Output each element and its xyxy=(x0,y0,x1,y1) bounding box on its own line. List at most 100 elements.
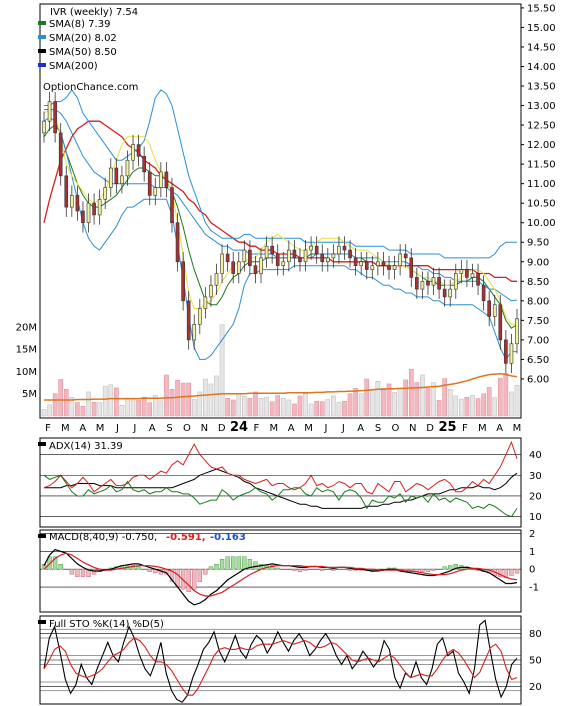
volume-bar xyxy=(175,380,180,417)
x-axis-label: M xyxy=(96,423,105,434)
volume-bar xyxy=(297,395,303,417)
x-axis-label: S xyxy=(375,423,381,434)
volume-bar xyxy=(247,397,253,417)
candle-body xyxy=(253,265,258,274)
candle-body xyxy=(75,195,80,212)
volume-bar xyxy=(325,399,331,417)
candle-body xyxy=(64,175,69,208)
stochastic-d-line xyxy=(43,637,518,696)
x-axis-label: M xyxy=(61,423,70,434)
candle-body xyxy=(498,304,503,341)
macd-histogram-bar xyxy=(91,568,97,575)
candle-body xyxy=(136,144,141,157)
candle-body xyxy=(281,261,286,266)
minus-di-line xyxy=(43,474,518,518)
stochastic-panel-tick-label: 20 xyxy=(529,682,542,693)
candle-body xyxy=(403,253,408,259)
candle-body xyxy=(376,261,380,266)
price-tick-label: 15.50 xyxy=(527,3,556,14)
x-axis-label: M xyxy=(478,423,487,434)
candle-body xyxy=(125,159,130,177)
volume-bar xyxy=(308,403,314,417)
candle-body xyxy=(209,284,213,298)
candle-body xyxy=(264,245,269,259)
candle-body xyxy=(431,277,436,286)
volume-bar xyxy=(225,397,230,417)
candle-body xyxy=(236,261,241,274)
volume-bar xyxy=(86,391,91,417)
volume-bar xyxy=(52,393,58,417)
x-axis-label: A xyxy=(149,423,156,434)
volume-bar xyxy=(58,379,64,417)
macd-histogram-bar xyxy=(231,556,236,570)
candle-body xyxy=(409,257,414,278)
volume-bar xyxy=(453,395,459,417)
volume-bar xyxy=(514,385,520,417)
adx-panel: 40 30 20 10 ADX(14) 31.39 xyxy=(38,440,542,523)
volume-bar xyxy=(130,399,136,417)
candle-body xyxy=(426,281,430,286)
macd-histogram-bar xyxy=(503,568,509,579)
candles xyxy=(42,91,519,374)
volume-bar xyxy=(408,368,414,417)
candle-body xyxy=(337,245,341,255)
candle-body xyxy=(287,249,291,263)
macd-histogram-bar xyxy=(320,568,325,571)
stochastic-swatch xyxy=(38,620,46,624)
plus-di-line xyxy=(43,440,518,495)
macd-histogram-bar xyxy=(431,568,436,571)
volume-bar xyxy=(280,397,286,417)
candle-body xyxy=(420,281,425,290)
candle-body xyxy=(70,195,74,208)
volume-ma-line xyxy=(44,372,518,401)
volume-bar xyxy=(114,387,119,417)
price-tick-label: 8.00 xyxy=(527,296,549,307)
candle-body xyxy=(398,253,402,266)
candle-body xyxy=(515,318,519,345)
candle-body xyxy=(437,277,441,290)
bollinger-lower-line xyxy=(43,116,517,361)
candle-body xyxy=(47,101,52,122)
price-panel-frame xyxy=(39,3,522,419)
macd-histogram-bar xyxy=(514,568,520,574)
candle-body xyxy=(387,265,391,270)
candle-body xyxy=(186,300,191,341)
volume-bar xyxy=(331,395,336,417)
candle-body xyxy=(259,257,263,274)
macd-histogram-bar xyxy=(208,566,214,570)
candle-body xyxy=(231,261,236,274)
volume-bar xyxy=(136,400,141,417)
candle-body xyxy=(192,323,197,341)
macd-histogram-bar xyxy=(58,563,63,570)
sma50-legend-label: SMA(50) 8.50 xyxy=(49,47,117,58)
price-tick-label: 7.50 xyxy=(527,316,549,327)
macd-histogram-bar xyxy=(225,556,230,570)
volume-bar xyxy=(470,395,475,417)
adx-panel-tick-label: 30 xyxy=(529,471,542,482)
price-tick-label: 15.00 xyxy=(527,23,556,34)
candle-body xyxy=(242,249,247,263)
price-tick-label: 6.00 xyxy=(527,374,549,385)
x-axis-label: F xyxy=(254,423,260,434)
x-axis-label: F xyxy=(462,423,468,434)
volume-bar xyxy=(69,397,75,417)
macd-histogram-bar xyxy=(136,566,141,570)
volume-bar xyxy=(475,398,481,417)
x-axis-label: A xyxy=(79,423,86,434)
x-axis-label: M xyxy=(269,423,278,434)
volume-bar xyxy=(236,393,242,417)
macd-histogram-bar xyxy=(242,556,247,570)
macd-signal-line xyxy=(43,552,518,597)
candle-body xyxy=(476,273,480,286)
volume-bar xyxy=(102,385,108,417)
candle-body xyxy=(170,187,174,224)
macd-label: MACD(8,40,9) -0.750, xyxy=(49,532,157,543)
candle-body xyxy=(53,101,57,134)
candle-body xyxy=(309,245,313,251)
volume-bar xyxy=(425,388,431,417)
price-tick-label: 11.50 xyxy=(527,160,556,171)
volume-bar xyxy=(47,404,52,417)
candle-body xyxy=(364,261,369,270)
candle-body xyxy=(465,269,469,278)
